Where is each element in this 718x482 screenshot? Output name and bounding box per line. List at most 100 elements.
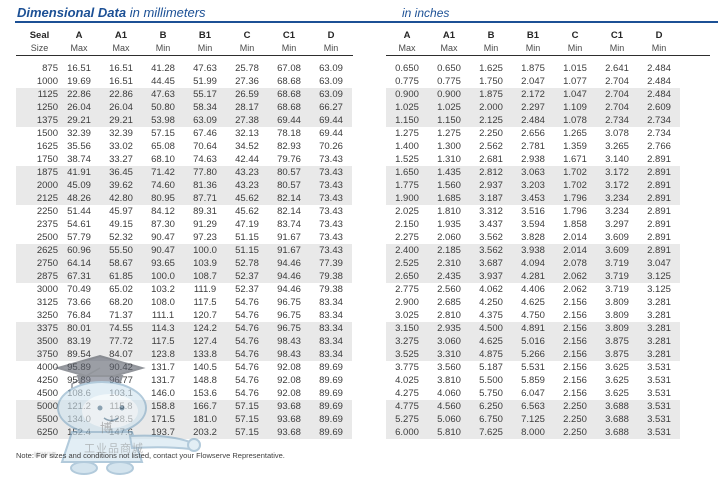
data-cell-mm-a1: 22.86 (109, 89, 133, 100)
data-cell-inch-d: 2.891 (647, 180, 671, 191)
data-cell-mm-a1: 32.39 (109, 128, 133, 139)
data-cell-inch-c: 2.156 (563, 297, 587, 308)
data-cell-mm-c: 27.36 (235, 76, 259, 87)
data-cell-inch-b: 1.875 (479, 89, 503, 100)
data-cell-mm-c1: 68.68 (277, 76, 301, 87)
data-cell-inch-b1: 5.859 (521, 375, 545, 386)
data-cell-mm-c: 28.17 (235, 102, 259, 113)
table-row-2500: 2500 57.79 52.32 90.47 97.23 51.15 91.67 73.43 (16, 231, 352, 244)
data-cell-mm-a1: 26.04 (109, 102, 133, 113)
table-row-4000: 4000 95.89 90.42 131.7 140.5 54.76 92.08 89.69 (16, 361, 352, 374)
data-cell-mm-c1: 96.75 (277, 297, 301, 308)
seal-size-cell: 5500 (36, 414, 58, 425)
data-cell-mm-c1: 93.68 (277, 401, 301, 412)
table-row-4250: 4.025 3.810 5.500 5.859 2.156 3.625 3.531 (386, 374, 680, 387)
data-cell-inch-a: 1.400 (395, 141, 419, 152)
data-cell-inch-d: 3.531 (647, 362, 671, 373)
data-cell-inch-d: 2.734 (647, 128, 671, 139)
seal-size-cell: 5000 (36, 401, 58, 412)
data-cell-inch-b: 3.937 (479, 271, 503, 282)
data-cell-mm-a: 73.66 (67, 297, 91, 308)
data-cell-mm-b1: 140.5 (193, 362, 217, 373)
data-cell-mm-c: 54.76 (235, 310, 259, 321)
table-row-3750: 3750 89.54 84.07 123.8 133.8 54.76 98.43 83.34 (16, 348, 352, 361)
data-cell-inch-c1: 2.734 (605, 115, 629, 126)
data-cell-inch-b1: 3.063 (521, 167, 545, 178)
data-cell-inch-d: 3.531 (647, 388, 671, 399)
data-cell-inch-d: 3.047 (647, 258, 671, 269)
data-cell-inch-a: 2.275 (395, 232, 419, 243)
seal-header-line1: Seal (29, 30, 50, 41)
data-cell-inch-b1: 5.266 (521, 349, 545, 360)
data-cell-mm-a: 26.04 (67, 102, 91, 113)
data-cell-inch-c1: 3.688 (605, 427, 629, 438)
column-header-c: C (243, 30, 251, 41)
column-subheader-b1: Min (197, 43, 213, 53)
mm-header-rule (16, 55, 353, 57)
data-cell-mm-b: 84.12 (151, 206, 175, 217)
seal-size-cell: 3375 (36, 323, 58, 334)
data-cell-mm-c1: 94.46 (277, 271, 301, 282)
data-cell-mm-a: 121.2 (67, 401, 91, 412)
data-cell-inch-a: 2.025 (395, 206, 419, 217)
data-cell-mm-c: 54.76 (235, 349, 259, 360)
data-cell-inch-a1: 2.310 (437, 258, 461, 269)
data-cell-inch-c: 2.156 (563, 362, 587, 373)
table-row-2250: 2250 51.44 45.97 84.12 89.31 45.62 82.14 73.43 (16, 205, 352, 218)
data-cell-inch-d: 3.281 (647, 349, 671, 360)
data-cell-mm-d: 63.09 (319, 76, 343, 87)
data-cell-mm-b1: 103.9 (193, 258, 217, 269)
data-cell-inch-a: 4.775 (395, 401, 419, 412)
data-cell-inch-c: 2.078 (563, 258, 587, 269)
table-row-3375: 3.150 2.935 4.500 4.891 2.156 3.809 3.281 (386, 322, 680, 335)
data-cell-inch-b1: 8.000 (521, 427, 545, 438)
data-cell-inch-a1: 0.775 (437, 76, 461, 87)
table-row-2125: 2125 48.26 42.80 80.95 87.71 45.62 82.14 73.43 (16, 192, 352, 205)
data-cell-inch-c: 1.702 (563, 167, 587, 178)
data-cell-inch-a: 2.150 (395, 219, 419, 230)
data-cell-mm-d: 77.39 (319, 258, 343, 269)
table-row-1250: 1250 26.04 26.04 50.80 58.34 28.17 68.68 66.27 (16, 101, 352, 114)
data-cell-inch-a: 3.275 (395, 336, 419, 347)
data-cell-inch-d: 3.531 (647, 427, 671, 438)
data-cell-inch-a: 0.900 (395, 89, 419, 100)
data-cell-mm-b: 193.7 (151, 427, 175, 438)
data-cell-inch-a1: 2.560 (437, 284, 461, 295)
data-cell-inch-a: 3.150 (395, 323, 419, 334)
table-row-2625: 2625 60.96 55.50 90.47 100.0 51.15 91.67 73.43 (16, 244, 352, 257)
data-cell-inch-c1: 2.641 (605, 63, 629, 74)
data-cell-mm-c1: 93.68 (277, 427, 301, 438)
data-cell-inch-c1: 3.234 (605, 193, 629, 204)
table-row-3375: 3375 80.01 74.55 114.3 124.2 54.76 96.75 83.34 (16, 322, 352, 335)
data-cell-mm-a1: 103.1 (109, 388, 133, 399)
table-row-6250: 6.000 5.810 7.625 8.000 2.250 3.688 3.531 (386, 426, 680, 439)
table-row-1000: 1000 19.69 16.51 44.45 51.99 27.36 68.68 63.09 (16, 75, 352, 88)
column-subheader-a1: Max (112, 43, 130, 53)
data-cell-inch-a: 1.150 (395, 115, 419, 126)
data-cell-mm-c1: 69.44 (277, 115, 301, 126)
column-header-c: C (571, 30, 579, 41)
data-cell-mm-a: 152.4 (67, 427, 91, 438)
data-cell-mm-a: 108.6 (67, 388, 91, 399)
data-cell-mm-c1: 68.68 (277, 102, 301, 113)
data-cell-mm-c1: 94.46 (277, 284, 301, 295)
data-cell-inch-a1: 4.560 (437, 401, 461, 412)
data-cell-mm-c1: 98.43 (277, 349, 301, 360)
data-cell-mm-a1: 52.32 (109, 232, 133, 243)
data-cell-inch-b1: 2.781 (521, 141, 545, 152)
data-cell-mm-a: 19.69 (67, 76, 91, 87)
seal-size-cell: 3125 (36, 297, 58, 308)
data-cell-inch-b: 3.562 (479, 245, 503, 256)
data-cell-mm-d: 89.69 (319, 414, 343, 425)
data-cell-mm-a: 95.89 (67, 362, 91, 373)
data-cell-mm-c: 43.23 (235, 180, 259, 191)
data-cell-inch-b: 6.250 (479, 401, 503, 412)
table-row-1625: 1.400 1.300 2.562 2.781 1.359 3.265 2.766 (386, 140, 680, 153)
data-cell-mm-a1: 65.02 (109, 284, 133, 295)
data-cell-inch-a: 1.025 (395, 102, 419, 113)
table-row-5000: 5000 121.2 115.8 158.8 166.7 57.15 93.68 89.69 (16, 400, 352, 413)
data-cell-mm-a1: 74.55 (109, 323, 133, 334)
data-cell-mm-a1: 115.8 (109, 401, 133, 412)
data-cell-inch-b: 4.625 (479, 336, 503, 347)
data-cell-inch-c: 2.062 (563, 271, 587, 282)
